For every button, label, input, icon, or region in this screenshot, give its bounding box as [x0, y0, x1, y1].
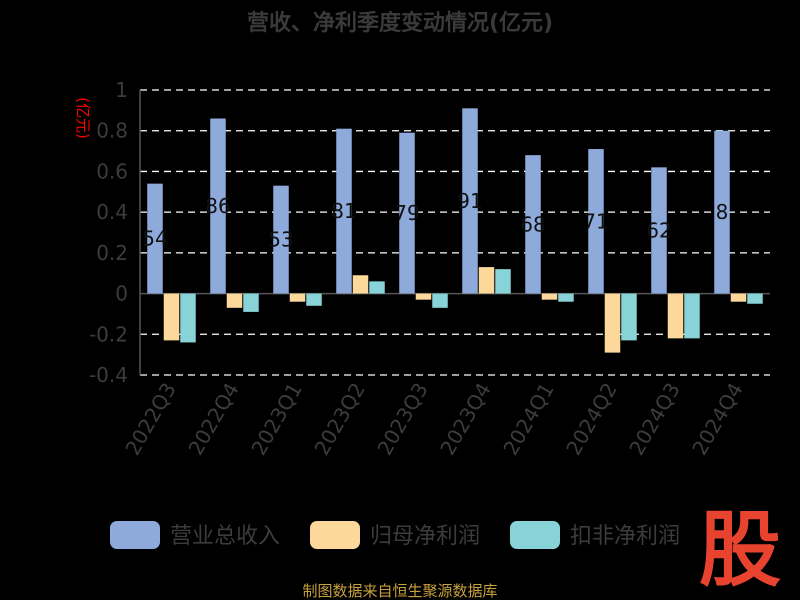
bar [588, 149, 604, 294]
x-tick-label: 2024Q4 [687, 379, 747, 460]
legend-label: 扣非净利润 [570, 524, 680, 549]
x-tick-label: 2023Q1 [246, 379, 306, 460]
bar [651, 167, 667, 294]
legend: 营业总收入 归母净利润 扣非净利润 [110, 521, 680, 549]
data-label: 81 [331, 199, 356, 223]
bar [604, 293, 621, 353]
y-tick-label: 0.8 [96, 119, 128, 143]
y-axis-ticks: 1 0.8 0.6 0.4 0.2 0 -0.2 -0.4 [89, 78, 128, 387]
bar [336, 128, 352, 294]
bar [525, 155, 541, 294]
bar [273, 185, 289, 294]
bar [306, 293, 322, 306]
data-label: 8 [716, 200, 729, 224]
x-tick-label: 2022Q3 [120, 379, 180, 460]
bar [243, 293, 259, 312]
legend-swatch [110, 521, 160, 549]
bar [210, 118, 226, 294]
bar [369, 281, 385, 294]
y-tick-label: 0 [115, 282, 128, 306]
chart-title: 营收、净利季度变动情况(亿元) [247, 10, 553, 36]
bar [730, 293, 747, 302]
bars [147, 108, 763, 353]
x-tick-label: 2023Q3 [372, 379, 432, 460]
x-tick-label: 2023Q4 [435, 379, 495, 460]
data-label: 53 [268, 228, 293, 252]
data-labels: 54 86 53 81 79 91 68 71 62 8 [142, 189, 728, 252]
x-tick-label: 2023Q2 [309, 379, 369, 460]
legend-label: 营业总收入 [170, 524, 280, 549]
legend-label: 归母净利润 [370, 524, 480, 549]
bar [352, 275, 369, 294]
data-label: 79 [394, 201, 419, 225]
data-label: 91 [457, 189, 482, 213]
bar [180, 293, 196, 343]
bar [747, 293, 763, 304]
data-label: 68 [520, 212, 545, 236]
y-tick-label: 0.2 [96, 241, 128, 265]
watermark-logo: 股 [699, 503, 781, 598]
x-tick-label: 2024Q3 [624, 379, 684, 460]
y-tick-label: 0.6 [96, 159, 128, 183]
y-tick-label: -0.4 [89, 363, 128, 387]
y-tick-label: -0.2 [89, 322, 128, 346]
x-tick-label: 2024Q1 [498, 379, 558, 460]
bar [163, 293, 180, 341]
bar [289, 293, 306, 302]
x-tick-label: 2024Q2 [561, 379, 621, 460]
data-label: 86 [205, 194, 230, 218]
bar [558, 293, 574, 302]
x-tick-label: 2022Q4 [183, 379, 243, 460]
legend-swatch [510, 521, 560, 549]
footer-source: 制图数据来自恒生聚源数据库 [302, 582, 497, 600]
bar [147, 183, 163, 294]
data-label: 71 [583, 209, 608, 233]
legend-swatch [310, 521, 360, 549]
y-tick-label: 0.4 [96, 200, 128, 224]
data-label: 62 [646, 218, 671, 242]
x-axis-ticks: 2022Q3 2022Q4 2023Q1 2023Q2 2023Q3 2023Q4 2024… [120, 379, 747, 460]
bar [226, 293, 243, 308]
data-label: 54 [142, 227, 167, 251]
bar [495, 269, 511, 294]
bar [432, 293, 448, 308]
bar [462, 108, 478, 294]
bar [415, 293, 432, 300]
y-axis-label: (亿元) [74, 97, 92, 139]
y-tick-label: 1 [115, 78, 128, 102]
bar [478, 267, 495, 294]
bar [667, 293, 684, 339]
bar [621, 293, 637, 341]
bar [541, 293, 558, 300]
bar [399, 132, 415, 294]
bar [684, 293, 700, 339]
bar [714, 130, 730, 294]
